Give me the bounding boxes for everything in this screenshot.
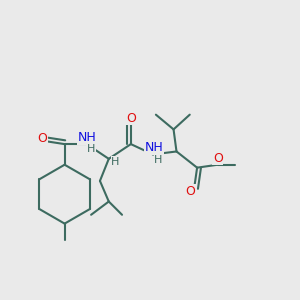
- Text: H: H: [111, 157, 119, 167]
- Text: H: H: [154, 155, 162, 165]
- Text: NH: NH: [145, 141, 164, 154]
- Text: O: O: [126, 112, 136, 125]
- Text: H: H: [87, 144, 95, 154]
- Text: NH: NH: [77, 131, 96, 144]
- Text: O: O: [213, 152, 223, 165]
- Text: O: O: [38, 132, 47, 145]
- Text: O: O: [186, 185, 196, 198]
